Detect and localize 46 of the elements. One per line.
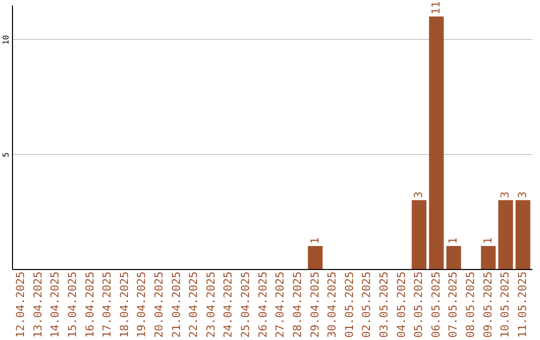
x-tick-label: 02.05.2025	[360, 272, 374, 338]
x-tick-label: 22.04.2025	[187, 272, 200, 338]
x-tick-label: 23.04.2025	[204, 272, 218, 338]
data-label: 3	[516, 192, 529, 198]
x-tick-label: 10.05.2025	[498, 272, 512, 338]
x-tick-label: 21.04.2025	[170, 272, 183, 338]
bar	[429, 16, 444, 269]
x-tick-label: 20.04.2025	[152, 272, 166, 338]
x-tick-label: 14.04.2025	[48, 272, 62, 338]
x-tick-label: 05.05.2025	[412, 272, 426, 338]
bar	[480, 246, 496, 269]
x-tick-label: 25.04.2025	[239, 272, 252, 338]
data-label: 1	[481, 237, 494, 244]
x-tick-label: 30.04.2025	[326, 272, 339, 338]
bar	[412, 200, 426, 269]
bar	[446, 246, 462, 269]
x-tick-label: 29.04.2025	[308, 272, 322, 338]
x-tick-label: 07.05.2025	[446, 272, 460, 338]
x-tick-label: 09.05.2025	[481, 272, 494, 338]
x-tick-label: 19.04.2025	[135, 272, 148, 338]
x-tick-label: 03.05.2025	[377, 272, 390, 338]
x-tick-label: 13.04.2025	[31, 272, 44, 338]
x-tick-label: 04.05.2025	[394, 272, 408, 338]
x-tick-label: 12.04.2025	[14, 272, 28, 338]
x-tick-label: 01.05.2025	[342, 272, 356, 338]
x-tick-label: 18.04.2025	[118, 272, 131, 338]
x-tick-label: 15.04.2025	[66, 272, 79, 338]
data-label: 11	[429, 1, 442, 14]
x-tick-label: 06.05.2025	[429, 272, 442, 338]
data-label: 3	[498, 192, 512, 198]
x-tick-label: 16.04.2025	[83, 272, 96, 338]
y-tick-label: 10	[2, 34, 10, 45]
bar	[308, 246, 323, 269]
data-label: 1	[308, 237, 322, 244]
bar	[516, 200, 530, 269]
data-label: 1	[446, 237, 460, 244]
y-tick-label: 5	[2, 152, 10, 158]
data-label: 3	[412, 192, 426, 198]
x-tick-label: 27.04.2025	[274, 272, 287, 338]
x-tick-label: 24.04.2025	[222, 272, 235, 338]
x-tick-label: 08.05.2025	[464, 272, 477, 338]
x-tick-label: 17.04.2025	[100, 272, 114, 338]
x-tick-label: 26.04.2025	[256, 272, 270, 338]
x-tick-label: 11.05.2025	[516, 272, 529, 338]
x-tick-label: 28.04.2025	[290, 272, 304, 338]
bar	[498, 200, 513, 269]
